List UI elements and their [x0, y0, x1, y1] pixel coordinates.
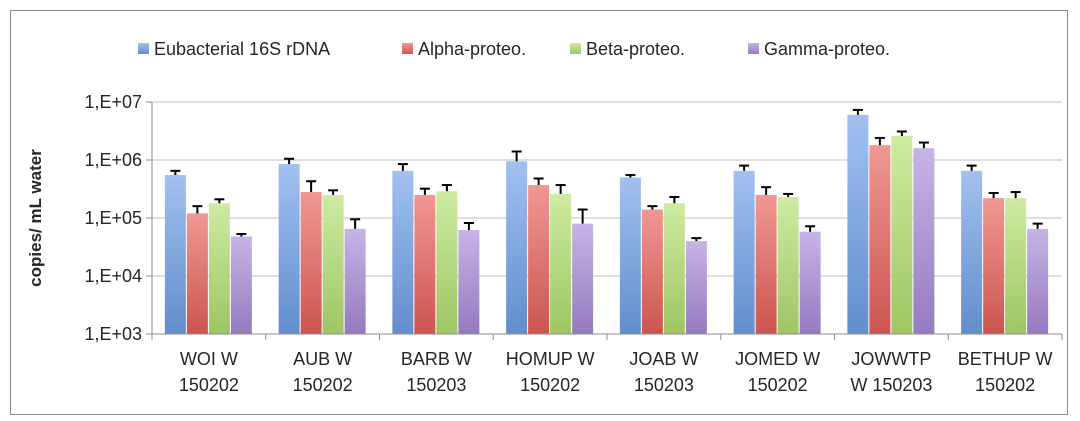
bar — [961, 170, 983, 334]
bar — [685, 241, 707, 334]
bar — [619, 177, 641, 334]
bar — [641, 209, 663, 334]
legend-swatch — [138, 43, 149, 54]
y-tick-label: 1,E+04 — [84, 266, 142, 286]
y-tick-label: 1,E+06 — [84, 150, 142, 170]
bar — [755, 194, 777, 334]
y-tick-label: 1,E+05 — [84, 208, 142, 228]
bar — [733, 170, 755, 334]
x-tick-label: WOI W 150202 — [179, 349, 239, 395]
bar — [208, 203, 230, 334]
x-tick-label: JOWWTP W 150203 — [850, 349, 932, 395]
bar — [663, 203, 685, 334]
bar — [869, 145, 891, 334]
bar — [913, 148, 935, 334]
bar — [983, 198, 1005, 334]
x-tick-label: HOMUP W 150202 — [506, 349, 595, 395]
legend-swatch — [748, 43, 759, 54]
bar — [436, 191, 458, 334]
x-tick-label: AUB W 150202 — [293, 349, 353, 395]
bar — [550, 193, 572, 334]
bar — [847, 114, 869, 335]
legend: Eubacterial 16S rDNA Alpha-proteo. Beta-pr… — [138, 39, 890, 59]
bar — [300, 192, 322, 334]
bar — [528, 185, 550, 334]
x-tick-label: BETHUP W 150202 — [958, 349, 1053, 395]
x-tick-label: BARB W 150203 — [401, 349, 472, 395]
bar — [414, 194, 436, 334]
bar — [186, 213, 208, 334]
bar — [1005, 198, 1027, 334]
bar — [1027, 228, 1049, 334]
axes: 1,E+03 1,E+04 1,E+05 1,E+06 1,E+07 WOI W 15020… — [84, 92, 1063, 395]
y-axis-label: copies/ mL water — [26, 149, 45, 287]
legend-label: Beta-proteo. — [586, 39, 685, 59]
bar — [799, 231, 821, 334]
bar — [506, 161, 528, 334]
bar — [392, 170, 414, 334]
legend-swatch — [402, 43, 413, 54]
legend-label: Gamma-proteo. — [764, 39, 890, 59]
y-tick-label: 1,E+07 — [84, 92, 142, 112]
bar — [572, 223, 594, 334]
legend-label: Eubacterial 16S rDNA — [154, 39, 330, 59]
bar — [344, 228, 366, 334]
x-tick-label: JOMED W 150202 — [735, 349, 820, 395]
bars — [164, 108, 1049, 335]
legend-label: Alpha-proteo. — [418, 39, 526, 59]
y-tick-label: 1,E+03 — [84, 324, 142, 344]
bar — [278, 164, 300, 334]
bar — [164, 175, 186, 334]
legend-swatch — [570, 43, 581, 54]
bar — [777, 197, 799, 334]
bar — [322, 194, 344, 334]
bar — [230, 236, 252, 334]
bar — [891, 135, 913, 334]
x-tick-label: JOAB W 150203 — [629, 349, 698, 395]
bar — [458, 230, 480, 334]
